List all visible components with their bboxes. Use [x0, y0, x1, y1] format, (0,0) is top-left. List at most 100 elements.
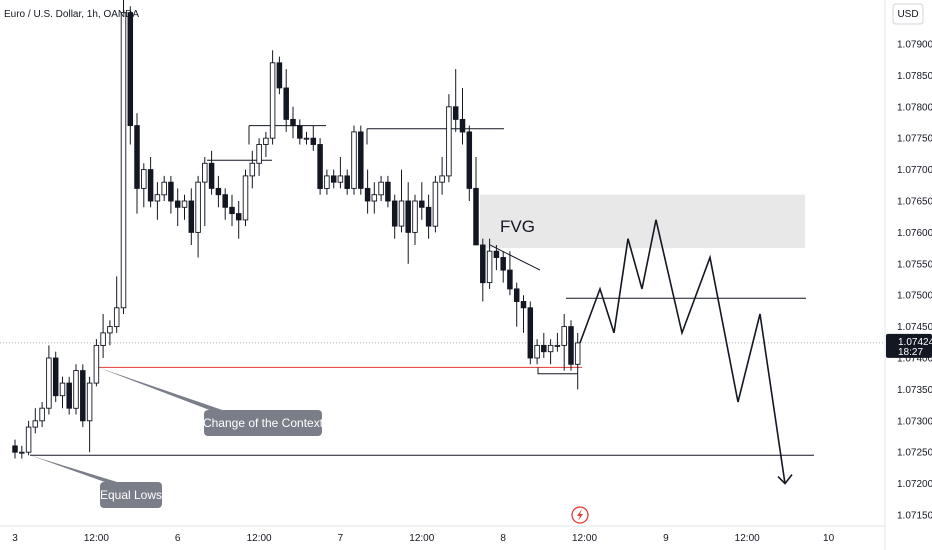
- candle-up: [398, 200, 405, 227]
- candle-down: [344, 175, 350, 189]
- candle-down: [405, 200, 411, 233]
- candle: [134, 113, 140, 214]
- candle-down: [425, 206, 432, 227]
- candle: [12, 439, 18, 459]
- candle-down: [466, 131, 473, 189]
- candle: [39, 402, 45, 428]
- fvg-zone: [480, 194, 805, 249]
- candle: [303, 131, 310, 145]
- candle: [154, 182, 161, 220]
- candle-up: [93, 344, 100, 384]
- candle-down: [520, 301, 527, 309]
- countdown-label: 18:27: [898, 347, 923, 358]
- candle-up: [73, 370, 79, 409]
- candle: [561, 314, 567, 371]
- y-tick-label: 1.07150: [897, 511, 932, 522]
- candle-up: [19, 451, 25, 454]
- candle-up: [486, 250, 493, 284]
- callout: Change of the Context: [98, 367, 324, 436]
- callout-label: Equal Lows: [100, 488, 162, 502]
- candle: [263, 131, 269, 157]
- candle: [310, 125, 317, 151]
- candle-up: [107, 326, 113, 334]
- candle-down: [364, 187, 371, 202]
- candle-up: [154, 194, 161, 202]
- candle-down: [235, 213, 242, 221]
- candle: [364, 169, 371, 214]
- x-tick-label: 3: [12, 533, 18, 544]
- candle-down: [52, 357, 59, 397]
- x-tick-label: 12:00: [84, 533, 109, 544]
- lightning-icon[interactable]: [571, 506, 589, 524]
- candle: [330, 169, 337, 189]
- candle: [120, 0, 127, 314]
- candle: [351, 125, 357, 195]
- candle-up: [371, 194, 378, 202]
- candle: [19, 445, 25, 459]
- candle-up: [249, 162, 256, 177]
- y-tick-label: 1.07650: [897, 197, 932, 208]
- candle-up: [202, 162, 208, 183]
- candle: [554, 332, 561, 352]
- candle: [100, 314, 106, 358]
- candle: [256, 138, 262, 176]
- candle: [398, 169, 405, 233]
- candle-down: [174, 200, 181, 208]
- callout-box: [204, 410, 322, 436]
- candle-up: [86, 382, 93, 422]
- candle-down: [568, 326, 574, 365]
- candle: [378, 175, 384, 201]
- candle: [46, 345, 52, 415]
- candle: [425, 194, 432, 239]
- candle-down: [527, 307, 534, 359]
- y-tick-label: 1.07800: [897, 102, 932, 113]
- trendline: [489, 244, 541, 271]
- candle-down: [391, 200, 398, 227]
- candle: [446, 94, 452, 183]
- candle-down: [283, 87, 289, 120]
- x-tick-label: 6: [175, 533, 181, 544]
- candle-down: [222, 194, 228, 208]
- x-tick-label: 10: [823, 533, 835, 544]
- candle: [290, 106, 296, 139]
- x-tick-label: 9: [663, 533, 669, 544]
- candle-up: [120, 12, 127, 309]
- candle: [439, 157, 445, 195]
- candle: [215, 175, 222, 208]
- candle: [52, 351, 59, 402]
- candle-down: [188, 200, 195, 233]
- projection-arrowhead: [777, 474, 793, 485]
- candle: [480, 238, 486, 302]
- candle: [500, 251, 506, 283]
- y-tick-label: 1.07250: [897, 448, 932, 459]
- candle-down: [127, 12, 134, 127]
- candle: [412, 194, 418, 245]
- x-tick-label: 12:00: [409, 533, 434, 544]
- candle: [107, 320, 113, 346]
- candle: [520, 295, 527, 333]
- candle: [235, 201, 242, 239]
- candle: [80, 364, 86, 428]
- candle-down: [493, 250, 500, 258]
- candle: [371, 182, 378, 214]
- candle-down: [12, 445, 18, 453]
- candle: [574, 332, 581, 390]
- candle-down: [66, 382, 72, 409]
- candle: [229, 194, 235, 227]
- candle: [568, 320, 574, 371]
- candle: [86, 376, 93, 453]
- candle: [93, 339, 100, 387]
- candle-down: [459, 118, 466, 133]
- callout: Equal Lows: [30, 455, 162, 508]
- candle-up: [534, 344, 540, 359]
- candle-down: [473, 187, 479, 246]
- currency-button[interactable]: [892, 3, 924, 25]
- candle: [513, 282, 520, 327]
- x-tick-label: 12:00: [572, 533, 597, 544]
- candle-up: [100, 332, 106, 346]
- candle-down: [507, 269, 513, 290]
- y-tick-label: 1.07600: [897, 228, 932, 239]
- currency-label: USD: [897, 9, 918, 20]
- candle: [473, 157, 479, 246]
